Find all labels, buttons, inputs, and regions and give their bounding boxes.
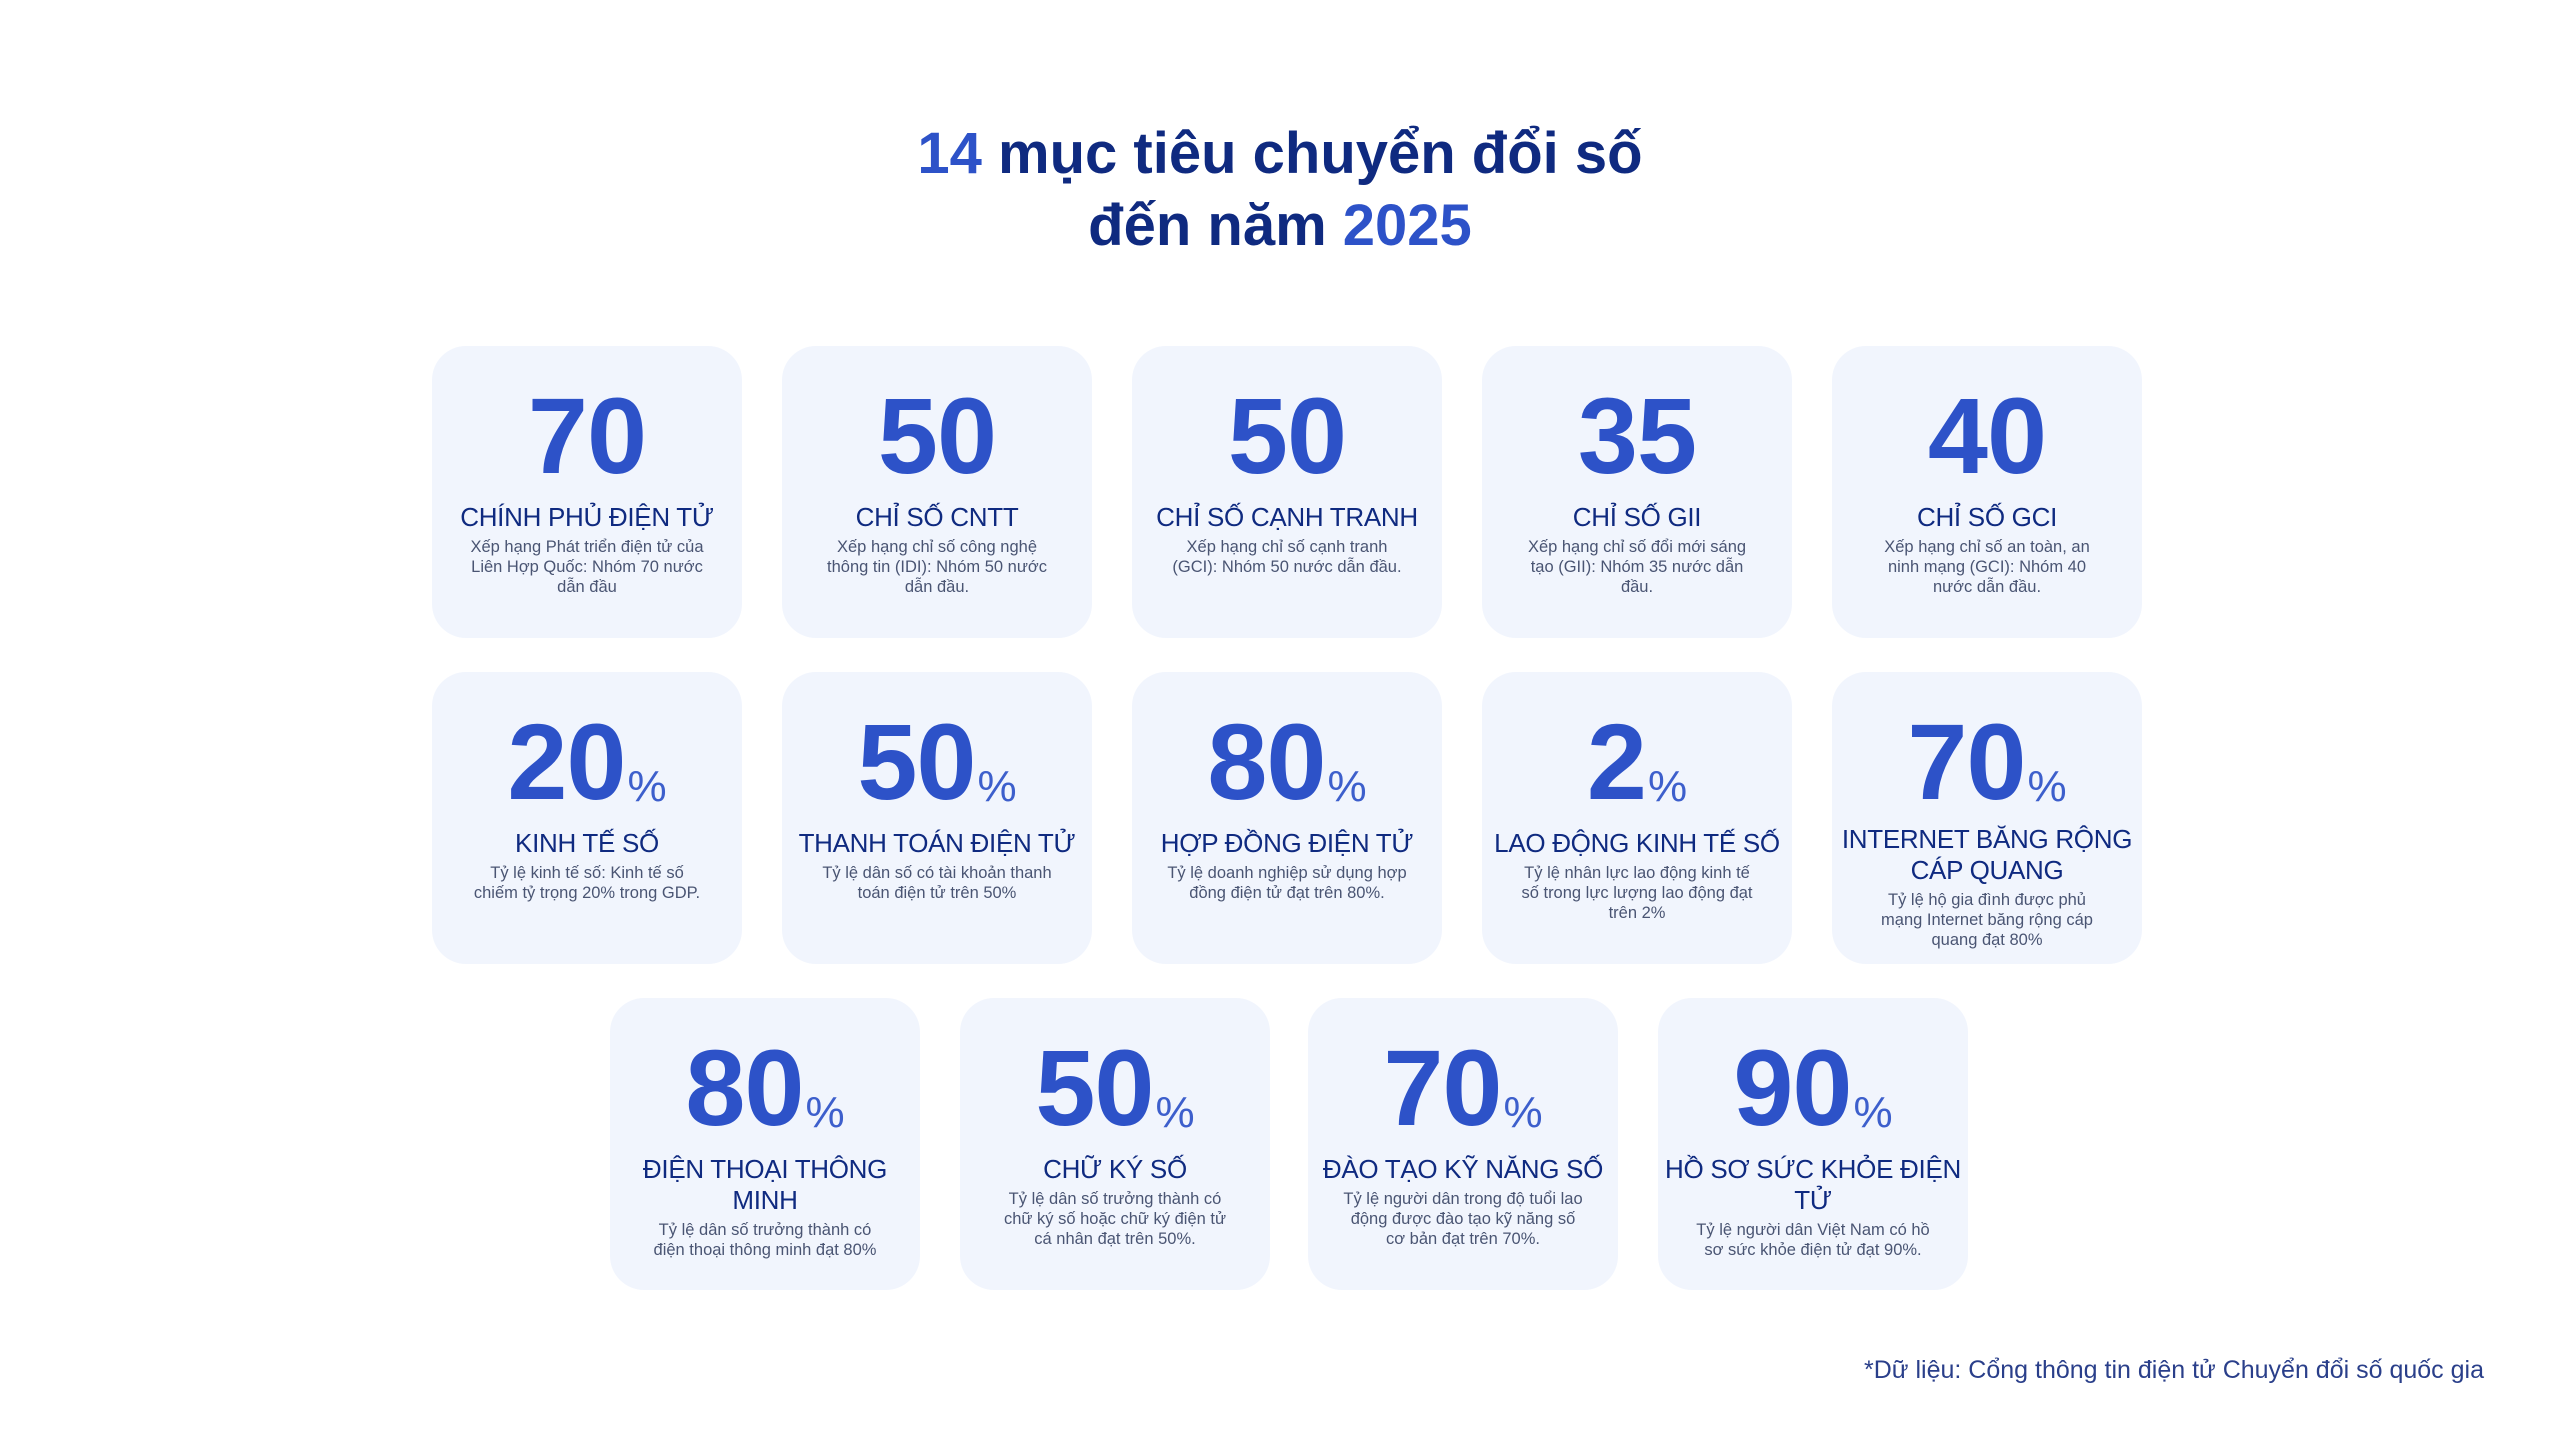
card-chi-so-cntt: 50 CHỈ SỐ CNTT Xếp hạng chỉ số công nghệ… (782, 346, 1092, 638)
card-hop-dong-dien-tu: 80% HỢP ĐỒNG ĐIỆN TỬ Tỷ lệ doanh nghiệp … (1132, 672, 1442, 964)
card-description: Tỷ lệ người dân trong độ tuổi lao động đ… (1343, 1190, 1583, 1248)
card-number: 50 (1227, 375, 1347, 496)
card-title: CHỈ SỐ GCI (1916, 502, 2057, 532)
card-description: Tỷ lệ người dân Việt Nam có hồ sơ sức kh… (1696, 1221, 1930, 1259)
card-number-row: 50% (960, 1032, 1270, 1144)
percent-sign: % (2027, 762, 2067, 811)
title-line-2: đến năm 2025 (0, 190, 2560, 262)
card-title: ĐIỆN THOẠI THÔNG MINH (642, 1154, 888, 1215)
card-title: HỢP ĐỒNG ĐIỆN TỬ (1160, 828, 1414, 858)
card-number-row: 80% (1132, 706, 1442, 818)
source-footnote: *Dữ liệu: Cổng thông tin điện tử Chuyển … (1864, 1356, 2484, 1384)
card-number: 35 (1577, 375, 1697, 496)
card-number: 50 (857, 701, 976, 822)
title-line-2-text: đến năm (1088, 193, 1343, 258)
card-title: INTERNET BĂNG RỘNG CÁP QUANG (1841, 824, 2133, 885)
card-number-row: 90% (1658, 1032, 1968, 1144)
card-number: 70 (527, 375, 647, 496)
card-number-row: 50 (1132, 380, 1442, 492)
card-chi-so-gii: 35 CHỈ SỐ GII Xếp hạng chỉ số đổi mới sá… (1482, 346, 1792, 638)
card-number: 40 (1927, 375, 2047, 496)
card-description: Tỷ lệ hộ gia đình được phủ mạng Internet… (1881, 891, 2093, 949)
card-title: ĐÀO TẠO KỸ NĂNG SỐ (1322, 1154, 1604, 1184)
card-description: Xếp hạng chỉ số cạnh tranh (GCI): Nhóm 5… (1172, 538, 1402, 576)
card-title: THANH TOÁN ĐIỆN TỬ (798, 828, 1076, 858)
card-description: Xếp hạng chỉ số đổi mới sáng tạo (GII): … (1527, 538, 1747, 596)
card-number: 20 (507, 701, 626, 822)
card-chi-so-gci: 40 CHỈ SỐ GCI Xếp hạng chỉ số an toàn, a… (1832, 346, 2142, 638)
card-title: CHỮ KÝ SỐ (1043, 1154, 1187, 1184)
card-number: 80 (1207, 701, 1326, 822)
percent-sign: % (627, 762, 667, 811)
card-number-row: 70% (1832, 706, 2142, 818)
card-number-row: 80% (610, 1032, 920, 1144)
card-number-row: 70 (432, 380, 742, 492)
percent-sign: % (1155, 1088, 1195, 1137)
card-ho-so-suc-khoe-dien-tu: 90% HỒ SƠ SỨC KHỎE ĐIỆN TỬ Tỷ lệ người d… (1658, 998, 1968, 1290)
card-number-row: 50% (782, 706, 1092, 818)
card-number-row: 40 (1832, 380, 2142, 492)
card-number-row: 35 (1482, 380, 1792, 492)
card-number: 50 (1035, 1027, 1154, 1148)
card-chu-ky-so: 50% CHỮ KÝ SỐ Tỷ lệ dân số trưởng thành … (960, 998, 1270, 1290)
card-number: 70 (1907, 701, 2026, 822)
card-number: 2 (1586, 701, 1647, 822)
percent-sign: % (1647, 762, 1688, 811)
card-thanh-toan-dien-tu: 50% THANH TOÁN ĐIỆN TỬ Tỷ lệ dân số có t… (782, 672, 1092, 964)
card-title: CHÍNH PHỦ ĐIỆN TỬ (460, 502, 714, 532)
card-dao-tao-ky-nang-so: 70% ĐÀO TẠO KỸ NĂNG SỐ Tỷ lệ người dân t… (1308, 998, 1618, 1290)
percent-sign: % (1503, 1088, 1543, 1137)
page-title: 14 mục tiêu chuyển đổi số đến năm 2025 (0, 118, 2560, 262)
card-number-row: 2% (1482, 706, 1792, 818)
card-number-row: 20% (432, 706, 742, 818)
card-description: Xếp hạng Phát triển điện tử của Liên Hợp… (470, 538, 704, 596)
card-dien-thoai-thong-minh: 80% ĐIỆN THOẠI THÔNG MINH Tỷ lệ dân số t… (610, 998, 920, 1290)
card-kinh-te-so: 20% KINH TẾ SỐ Tỷ lệ kinh tế số: Kinh tế… (432, 672, 742, 964)
card-title: CHỈ SỐ CẠNH TRANH (1156, 502, 1418, 532)
card-lao-dong-kinh-te-so: 2% LAO ĐỘNG KINH TẾ SỐ Tỷ lệ nhân lực la… (1482, 672, 1792, 964)
card-number-row: 50 (782, 380, 1092, 492)
percent-sign: % (977, 762, 1017, 811)
card-number-row: 70% (1308, 1032, 1618, 1144)
card-description: Xếp hạng chỉ số công nghệ thông tin (IDI… (827, 538, 1047, 596)
card-description: Tỷ lệ dân số có tài khoản thanh toán điệ… (822, 864, 1052, 902)
title-line-1-text: mục tiêu chuyển đổi số (981, 121, 1643, 186)
card-title: CHỈ SỐ CNTT (855, 502, 1019, 532)
card-internet-bang-rong: 70% INTERNET BĂNG RỘNG CÁP QUANG Tỷ lệ h… (1832, 672, 2142, 964)
card-description: Xếp hạng chỉ số an toàn, an ninh mạng (G… (1884, 538, 2090, 596)
percent-sign: % (805, 1088, 845, 1137)
card-description: Tỷ lệ nhân lực lao động kinh tế số trong… (1521, 864, 1753, 922)
title-count: 14 (917, 121, 982, 186)
title-year: 2025 (1342, 193, 1472, 258)
card-title: KINH TẾ SỐ (515, 828, 659, 858)
title-line-1: 14 mục tiêu chuyển đổi số (0, 118, 2560, 190)
card-chi-so-canh-tranh: 50 CHỈ SỐ CẠNH TRANH Xếp hạng chỉ số cạn… (1132, 346, 1442, 638)
card-title: HỒ SƠ SỨC KHỎE ĐIỆN TỬ (1665, 1154, 1961, 1215)
percent-sign: % (1853, 1088, 1893, 1137)
card-number: 80 (685, 1027, 804, 1148)
card-title: CHỈ SỐ GII (1572, 502, 1702, 532)
card-number: 70 (1383, 1027, 1502, 1148)
card-description: Tỷ lệ dân số trưởng thành có điện thoại … (653, 1221, 877, 1259)
card-number: 90 (1733, 1027, 1852, 1148)
card-title: LAO ĐỘNG KINH TẾ SỐ (1494, 828, 1780, 858)
card-description: Tỷ lệ kinh tế số: Kinh tế số chiếm tỷ tr… (473, 864, 701, 902)
card-description: Tỷ lệ doanh nghiệp sử dụng hợp đồng điện… (1167, 864, 1407, 902)
percent-sign: % (1327, 762, 1367, 811)
card-number: 50 (877, 375, 997, 496)
card-description: Tỷ lệ dân số trưởng thành có chữ ký số h… (1003, 1190, 1227, 1248)
card-chinh-phu-dien-tu: 70 CHÍNH PHỦ ĐIỆN TỬ Xếp hạng Phát triển… (432, 346, 742, 638)
